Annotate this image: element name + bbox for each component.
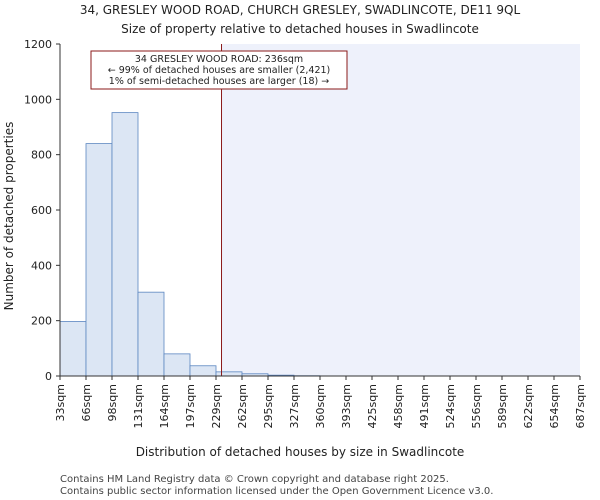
x-tick-label-491sqm: 491sqm (418, 384, 431, 428)
y-axis-label: Number of detached properties (2, 122, 16, 311)
y-axis-ticks: 0 200 400 600 800 1000 1200 (24, 38, 60, 383)
x-tick-label-360sqm: 360sqm (314, 384, 327, 428)
bar-33sqm (59, 321, 87, 377)
bar-98sqm (111, 112, 139, 377)
bar-131sqm (137, 291, 165, 377)
x-tick-label-131sqm: 131sqm (132, 384, 145, 428)
x-tick-label-229sqm: 229sqm (210, 384, 223, 428)
y-tick-label-1200: 1200 (24, 38, 52, 51)
x-tick-label-425sqm: 425sqm (366, 384, 379, 428)
bar-197sqm (189, 365, 217, 377)
annotation-line-3: 1% of semi-detached houses are larger (1… (109, 76, 329, 87)
chart-subtitle: Size of property relative to detached ho… (121, 22, 479, 36)
footer-line-1: Contains HM Land Registry data © Crown c… (60, 474, 449, 485)
larger-properties-region (221, 44, 581, 376)
chart-title: 34, GRESLEY WOOD ROAD, CHURCH GRESLEY, S… (80, 3, 521, 17)
annotation-box: 34 GRESLEY WOOD ROAD: 236sqm ← 99% of de… (90, 50, 348, 90)
x-tick-label-295sqm: 295sqm (262, 384, 275, 428)
y-tick-label-400: 400 (31, 259, 52, 272)
x-tick-label-687sqm: 687sqm (574, 384, 587, 428)
y-tick-label-1000: 1000 (24, 93, 52, 106)
bar-series (59, 112, 321, 377)
footer-line-2: Contains public sector information licen… (60, 486, 493, 497)
annotation-line-2: ← 99% of detached houses are smaller (2,… (108, 65, 331, 76)
y-tick-label-200: 200 (31, 315, 52, 328)
x-axis-ticks: 33sqm 66sqm 98sqm 131sqm 164sqm 197sqm 229sqm 2… (54, 376, 587, 428)
x-tick-label-66sqm: 66sqm (80, 384, 93, 421)
x-tick-label-393sqm: 393sqm (340, 384, 353, 428)
y-tick-label-800: 800 (31, 149, 52, 162)
y-tick-label-0: 0 (45, 370, 52, 383)
bar-229sqm (215, 371, 243, 377)
annotation-frame (90, 50, 348, 90)
x-axis-label: Distribution of detached houses by size … (136, 445, 465, 459)
annotation-line-1: 34 GRESLEY WOOD ROAD: 236sqm (135, 54, 303, 65)
x-tick-label-197sqm: 197sqm (184, 384, 197, 428)
x-tick-label-327sqm: 327sqm (288, 384, 301, 428)
x-tick-label-556sqm: 556sqm (470, 384, 483, 428)
x-tick-label-33sqm: 33sqm (54, 384, 67, 421)
x-tick-label-262sqm: 262sqm (236, 384, 249, 428)
y-tick-label-600: 600 (31, 204, 52, 217)
x-tick-label-458sqm: 458sqm (392, 384, 405, 428)
x-tick-label-98sqm: 98sqm (106, 384, 119, 421)
x-tick-label-164sqm: 164sqm (158, 384, 171, 428)
x-tick-label-654sqm: 654sqm (548, 384, 561, 428)
x-tick-label-622sqm: 622sqm (522, 384, 535, 428)
bar-164sqm (163, 353, 191, 377)
bar-66sqm (85, 143, 113, 377)
x-tick-label-589sqm: 589sqm (496, 384, 509, 428)
x-tick-label-524sqm: 524sqm (444, 384, 457, 428)
